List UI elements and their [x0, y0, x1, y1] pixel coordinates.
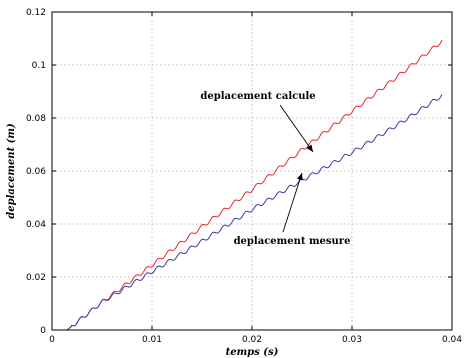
grid-layer — [52, 12, 452, 330]
series-line-0 — [66, 39, 443, 331]
x-tick-label: 0 — [49, 335, 55, 345]
y-tick-label: 0.04 — [26, 220, 46, 230]
x-tick-label: 0.01 — [142, 335, 162, 345]
y-tick-label: 0.02 — [26, 273, 46, 283]
annotation-arrow — [279, 104, 314, 153]
y-tick-label: 0.12 — [26, 8, 46, 18]
y-tick-label: 0.1 — [32, 61, 46, 71]
annotation-layer: deplacement calcule deplacement mesure — [200, 91, 350, 247]
x-axis-label: temps (s) — [226, 347, 279, 358]
y-tick-label: 0 — [40, 326, 46, 336]
y-axis-label: deplacement (m) — [6, 123, 17, 219]
x-tick-label: 0.04 — [442, 335, 462, 345]
y-tick-label: 0.06 — [26, 167, 46, 177]
annotation-arrow — [282, 172, 303, 233]
x-tick-label: 0.02 — [242, 335, 262, 345]
series-line-1 — [66, 94, 443, 331]
tick-layer: 0 0.01 0.02 0.03 0.04 0 0.02 0.04 0.06 0.08 0.1 0.1… — [26, 8, 462, 345]
x-tick-label: 0.03 — [342, 335, 362, 345]
annotation-label: deplacement calcule — [200, 91, 315, 102]
y-tick-label: 0.08 — [26, 114, 46, 124]
series-layer — [66, 39, 443, 331]
annotation-label: deplacement mesure — [234, 236, 351, 247]
